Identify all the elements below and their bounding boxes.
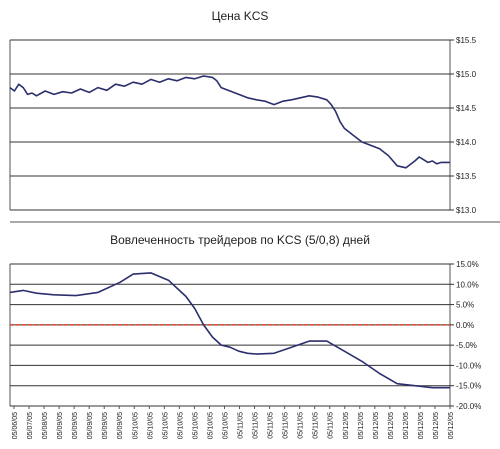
chart-title-involvement: Вовлеченность трейдеров по KCS (5/0,8) д…	[110, 233, 370, 247]
involvement-x-tick-label: 05/11/05	[298, 412, 305, 439]
price-y-tick-label: $14.0	[456, 138, 477, 147]
involvement-chart-panel: 15.0% 10.0% 5.0% 0.0% -5.0% -10.0% -15.0% -20.0…	[9, 260, 481, 439]
involvement-x-tick-label: 05/10/05	[192, 412, 199, 439]
involvement-y-tick-label: -20.0%	[456, 402, 481, 411]
involvement-x-tick-label: 05/07/05	[27, 412, 34, 439]
involvement-x-tick-label: 05/11/05	[238, 412, 245, 439]
involvement-x-tick-label: 05/11/05	[268, 412, 275, 439]
price-y-tick-label: $15.0	[456, 70, 477, 79]
price-y-tick-label: $13.0	[456, 206, 477, 215]
involvement-x-tick-label: 05/12/05	[388, 412, 395, 439]
chart-title-price: Цена KCS	[212, 9, 269, 23]
involvement-x-tick-label: 05/10/05	[222, 412, 229, 439]
involvement-x-tick-label: 05/12/05	[433, 412, 440, 439]
involvement-x-tick-label: 05/10/05	[177, 412, 184, 439]
price-chart-panel: $13.0 $13.5 $14.0 $14.5 $15.0 $15.5	[9, 36, 477, 215]
involvement-y-tick-label: -15.0%	[456, 382, 481, 391]
involvement-x-tick-label: 05/09/05	[102, 412, 109, 439]
involvement-x-tick-label: 05/12/05	[358, 412, 365, 439]
involvement-x-tick-label: 05/12/05	[343, 412, 350, 439]
involvement-series-line	[9, 272, 450, 389]
involvement-x-tick-label: 05/10/05	[162, 412, 169, 439]
price-series-line	[9, 75, 450, 169]
involvement-x-tick-label: 05/12/05	[418, 412, 425, 439]
price-y-tick-label: $15.5	[456, 36, 477, 45]
involvement-x-tick-label: 05/09/05	[72, 412, 79, 439]
involvement-x-tick-label: 05/09/05	[117, 412, 124, 439]
involvement-y-tick-label: -10.0%	[456, 361, 481, 370]
involvement-y-tick-label: 0.0%	[456, 321, 474, 330]
price-y-tick-label: $14.5	[456, 104, 477, 113]
involvement-y-tick-label: 15.0%	[456, 260, 479, 269]
involvement-x-tick-label: 05/10/05	[207, 412, 214, 439]
involvement-y-tick-label: 10.0%	[456, 280, 479, 289]
involvement-x-tick-label: 05/08/05	[42, 412, 49, 439]
involvement-x-tick-label: 05/10/05	[132, 412, 139, 439]
involvement-x-tick-label: 05/06/05	[12, 412, 19, 439]
involvement-y-tick-label: 5.0%	[456, 301, 474, 310]
involvement-x-tick-label: 05/11/05	[313, 412, 320, 439]
involvement-x-tick-label: 05/12/05	[373, 412, 380, 439]
involvement-x-tick-label: 05/09/05	[57, 412, 64, 439]
involvement-x-tick-label: 05/11/05	[253, 412, 260, 439]
involvement-x-tick-label: 05/12/05	[403, 412, 410, 439]
involvement-x-tick-label: 05/11/05	[283, 412, 290, 439]
involvement-x-tick-label: 05/12/05	[448, 412, 455, 439]
involvement-y-tick-label: -5.0%	[456, 341, 477, 350]
involvement-x-tick-label: 05/09/05	[87, 412, 94, 439]
price-y-tick-label: $13.5	[456, 172, 477, 181]
involvement-x-tick-label: 05/11/05	[328, 412, 335, 439]
involvement-x-tick-label: 05/10/05	[147, 412, 154, 439]
